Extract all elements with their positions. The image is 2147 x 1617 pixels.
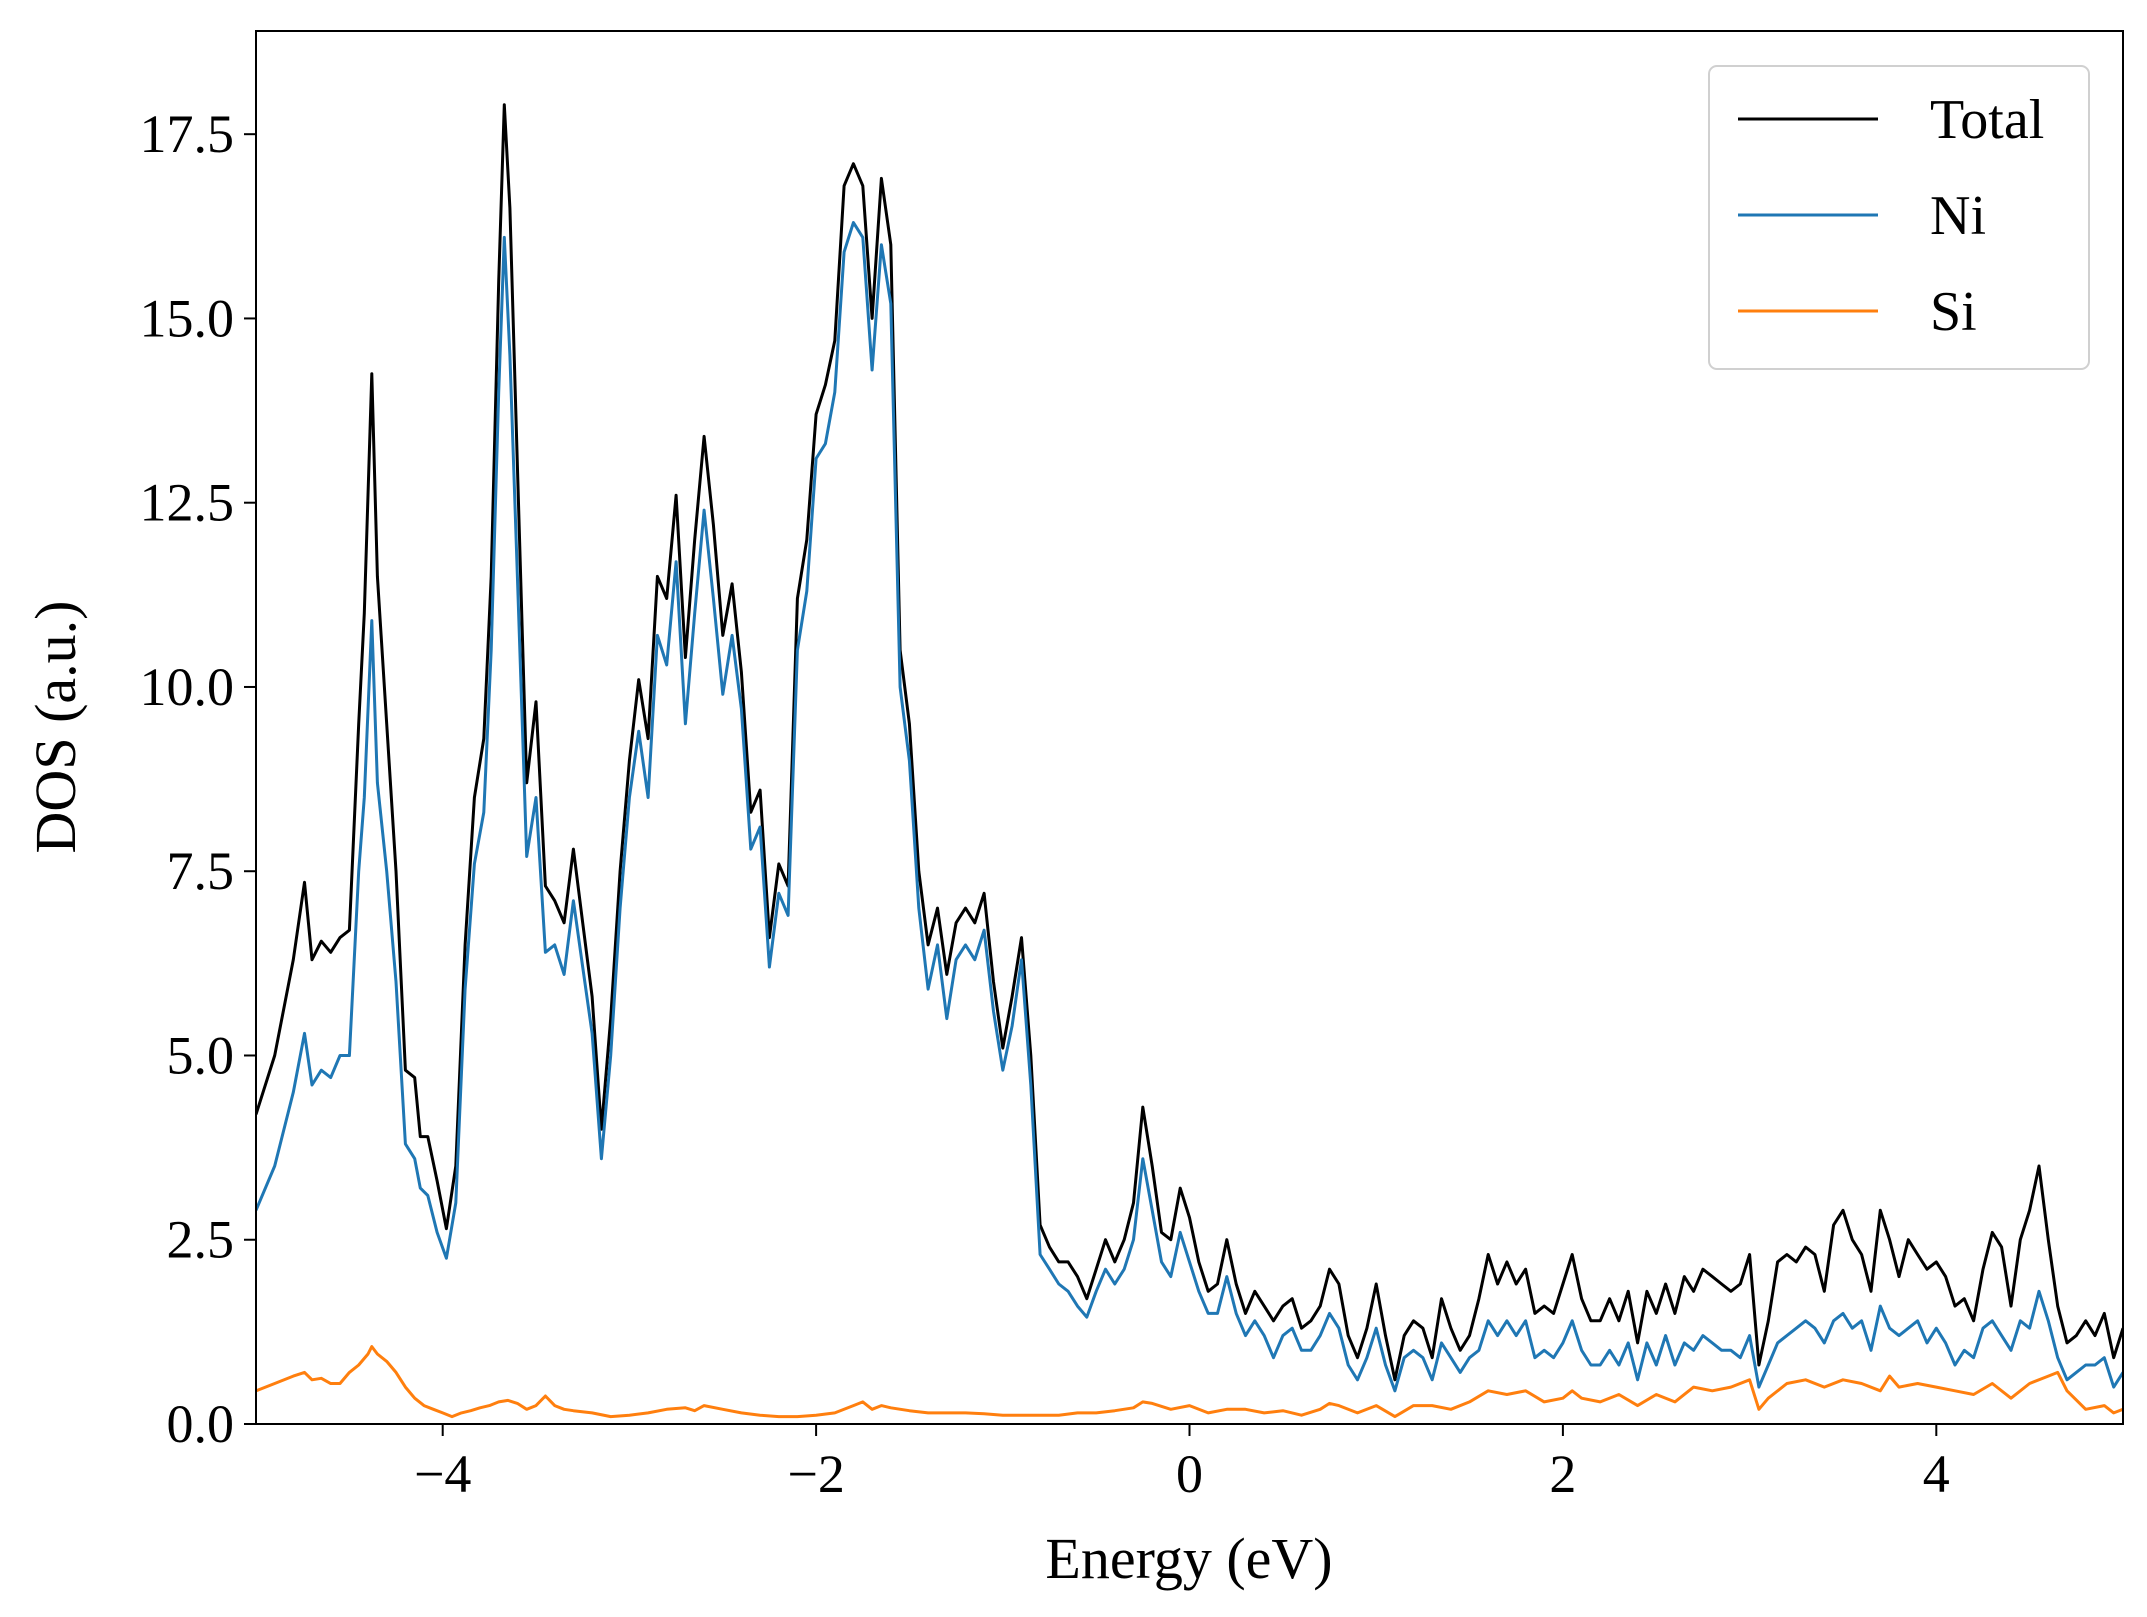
x-tick-label: −2	[787, 1444, 844, 1504]
x-tick-label: 0	[1176, 1444, 1203, 1504]
legend: Total Ni Si	[1708, 65, 2090, 370]
series-line-si	[256, 1345, 2123, 1419]
x-tick-label: −4	[414, 1444, 471, 1504]
y-tick-label: 2.5	[167, 1210, 235, 1270]
y-axis-ticks: 0.0 2.5 5.0 7.5 10.0 12.5 15.0 17.5	[140, 104, 256, 1454]
y-axis-label: DOS (a.u.)	[23, 601, 88, 854]
legend-label-total: Total	[1930, 89, 2044, 151]
y-tick-label: 0.0	[167, 1394, 235, 1454]
y-tick-label: 7.5	[167, 841, 235, 901]
y-tick-label: 15.0	[140, 288, 235, 348]
legend-box	[1708, 65, 2090, 370]
y-tick-label: 17.5	[140, 104, 235, 164]
legend-label-si: Si	[1930, 281, 1977, 343]
x-axis-ticks: −4 −2 0 2 4	[414, 1424, 1950, 1504]
y-tick-label: 12.5	[140, 473, 235, 533]
series-layer	[256, 103, 2123, 1419]
y-tick-label: 5.0	[167, 1025, 235, 1085]
x-axis-label: Energy (eV)	[1045, 1526, 1332, 1591]
y-tick-label: 10.0	[140, 657, 235, 717]
series-line-ni	[256, 221, 2123, 1393]
x-tick-label: 4	[1923, 1444, 1950, 1504]
x-tick-label: 2	[1549, 1444, 1576, 1504]
series-line-total	[256, 103, 2123, 1382]
legend-label-ni: Ni	[1930, 185, 1986, 247]
